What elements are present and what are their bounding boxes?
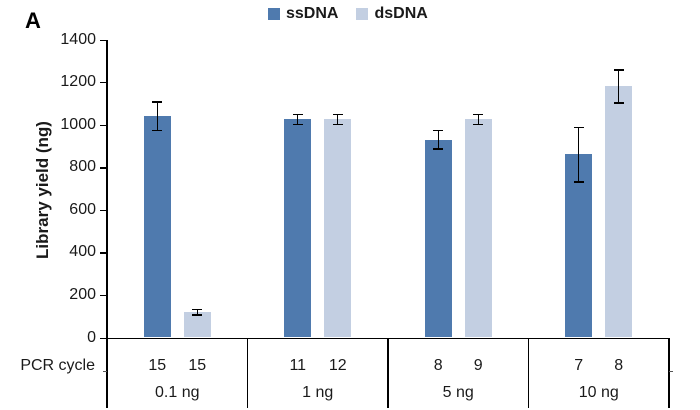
dsdna-swatch-icon xyxy=(356,8,369,20)
panel-label: A xyxy=(25,8,41,33)
table-divider xyxy=(387,337,389,408)
table-divider xyxy=(668,337,670,408)
table-divider xyxy=(106,337,108,408)
error-bar-line xyxy=(297,114,299,125)
y-tick-label: 600 xyxy=(69,200,96,218)
row-divider-tick-right xyxy=(669,371,673,372)
y-tick-label: 800 xyxy=(69,158,96,176)
bar-ssdna-0.1ng xyxy=(143,116,171,338)
legend-label-dsdna: dsDNA xyxy=(374,5,428,22)
error-bar-line xyxy=(578,126,580,183)
error-bar-cap-top xyxy=(613,69,624,71)
y-tick-mark xyxy=(100,209,106,212)
pcr-cycle-value: 7 xyxy=(574,357,584,374)
legend-label-ssdna: ssDNA xyxy=(286,5,339,22)
error-bar-line xyxy=(156,101,158,132)
bar-ssdna-10ng xyxy=(565,154,593,338)
table-divider xyxy=(246,337,249,408)
error-bar-line xyxy=(477,114,479,125)
error-bar-cap-bottom xyxy=(332,123,343,126)
category-label: 10 ng xyxy=(578,384,619,401)
error-bar-cap-top xyxy=(292,114,303,116)
y-tick-label: 0 xyxy=(87,328,96,346)
bar-dsdna-10ng xyxy=(605,86,633,338)
bar-dsdna-0.1ng xyxy=(183,311,211,338)
error-bar-cap-bottom xyxy=(573,181,584,183)
category-label: 0.1 ng xyxy=(155,384,200,401)
category-label: 1 ng xyxy=(302,384,334,401)
y-axis-line xyxy=(106,39,108,339)
y-tick-label: 400 xyxy=(69,243,96,261)
y-tick-mark xyxy=(100,124,106,126)
error-bar-line xyxy=(337,114,339,125)
error-bar-cap-bottom xyxy=(433,148,444,150)
y-tick-mark xyxy=(100,294,106,297)
pcr-cycle-value: 11 xyxy=(289,357,307,374)
pcr-cycle-value: 8 xyxy=(433,357,443,374)
error-bar-cap-top xyxy=(433,129,444,132)
y-tick-mark xyxy=(100,39,106,41)
bar-dsdna-1ng xyxy=(324,119,352,338)
error-bar-line xyxy=(196,308,198,316)
error-bar-line xyxy=(618,69,620,104)
error-bar-cap-bottom xyxy=(192,314,203,316)
error-bar-cap-top xyxy=(152,101,163,103)
pcr-cycle-value: 12 xyxy=(328,357,347,374)
ssdna-swatch-icon xyxy=(268,8,280,20)
error-bar-cap-bottom xyxy=(292,123,303,126)
legend-item-dsdna: dsDNA xyxy=(356,5,428,23)
row-divider-tick-left xyxy=(103,371,107,372)
pcr-cycle-value: 15 xyxy=(188,357,207,374)
pcr-cycle-value: 8 xyxy=(614,357,624,374)
error-bar-cap-bottom xyxy=(613,102,624,104)
bar-ssdna-5ng xyxy=(424,139,452,338)
bar-ssdna-1ng xyxy=(284,119,312,338)
y-tick-mark xyxy=(100,167,106,169)
error-bar-cap-top xyxy=(332,114,343,116)
error-bar-line xyxy=(437,129,439,150)
error-bar-cap-top xyxy=(473,114,484,116)
y-tick-label: 200 xyxy=(69,285,96,303)
pcr-cycle-value: 15 xyxy=(148,357,167,374)
y-tick-mark xyxy=(100,82,106,84)
error-bar-cap-top xyxy=(192,308,203,311)
y-tick-label: 1400 xyxy=(60,30,96,48)
y-tick-label: 1200 xyxy=(60,73,96,91)
table-divider xyxy=(527,337,530,408)
category-label: 5 ng xyxy=(442,384,474,401)
y-tick-label: 1000 xyxy=(60,115,96,133)
error-bar-cap-bottom xyxy=(473,123,484,126)
error-bar-cap-top xyxy=(573,126,584,129)
legend-item-ssdna: ssDNA xyxy=(268,5,338,23)
pcr-cycle-value: 9 xyxy=(473,357,483,374)
error-bar-cap-bottom xyxy=(152,130,163,132)
bar-dsdna-5ng xyxy=(464,119,492,338)
pcr-cycle-row-label: PCR cycle xyxy=(20,357,95,374)
legend: ssDNA dsDNA xyxy=(268,5,428,23)
y-tick-mark xyxy=(100,337,106,339)
y-tick-mark xyxy=(100,252,106,254)
